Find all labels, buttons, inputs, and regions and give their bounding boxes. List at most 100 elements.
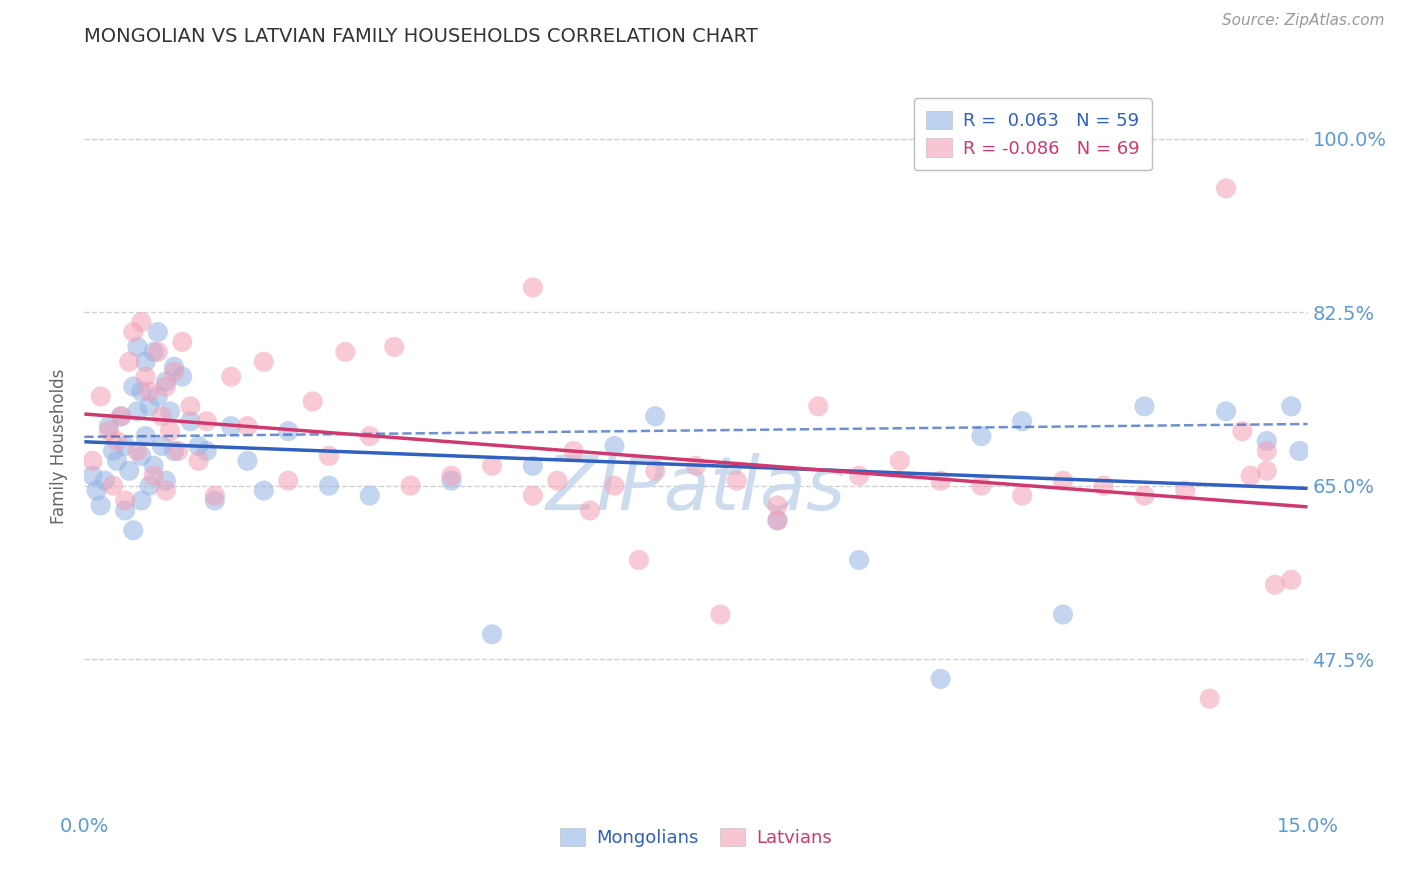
Point bbox=[159, 404, 181, 418]
Text: Source: ZipAtlas.com: Source: ZipAtlas.com bbox=[1222, 13, 1385, 29]
Point bbox=[807, 400, 830, 414]
Point bbox=[1052, 607, 1074, 622]
Point bbox=[93, 474, 117, 488]
Point bbox=[163, 444, 186, 458]
Point bbox=[86, 483, 108, 498]
Point bbox=[522, 280, 544, 294]
Point bbox=[110, 409, 132, 424]
Point bbox=[114, 503, 136, 517]
Y-axis label: Family Households: Family Households bbox=[51, 368, 69, 524]
Point bbox=[1256, 444, 1278, 458]
Point bbox=[889, 454, 911, 468]
Point bbox=[101, 478, 124, 492]
Point bbox=[127, 444, 149, 458]
Point bbox=[179, 414, 201, 428]
Point bbox=[118, 464, 141, 478]
Point bbox=[155, 379, 177, 393]
Point bbox=[1052, 474, 1074, 488]
Point bbox=[522, 458, 544, 473]
Point bbox=[167, 444, 190, 458]
Point bbox=[138, 478, 160, 492]
Point bbox=[685, 458, 707, 473]
Point bbox=[253, 355, 276, 369]
Point bbox=[359, 429, 381, 443]
Point bbox=[179, 400, 201, 414]
Point bbox=[131, 449, 153, 463]
Text: ZIPatlas: ZIPatlas bbox=[546, 453, 846, 524]
Point bbox=[481, 458, 503, 473]
Point bbox=[82, 468, 104, 483]
Point bbox=[1256, 464, 1278, 478]
Point bbox=[318, 478, 340, 492]
Point bbox=[359, 489, 381, 503]
Point bbox=[142, 458, 165, 473]
Point bbox=[382, 340, 405, 354]
Point bbox=[146, 389, 169, 403]
Point bbox=[204, 493, 226, 508]
Point bbox=[1133, 489, 1156, 503]
Point bbox=[277, 424, 299, 438]
Point bbox=[155, 474, 177, 488]
Point bbox=[219, 369, 242, 384]
Point bbox=[929, 474, 952, 488]
Point bbox=[1264, 578, 1286, 592]
Point bbox=[97, 424, 120, 438]
Point bbox=[236, 419, 259, 434]
Point bbox=[1092, 478, 1115, 492]
Point bbox=[131, 493, 153, 508]
Legend: Mongolians, Latvians: Mongolians, Latvians bbox=[553, 821, 839, 855]
Point bbox=[603, 439, 626, 453]
Point bbox=[187, 439, 209, 453]
Point bbox=[204, 489, 226, 503]
Point bbox=[481, 627, 503, 641]
Point bbox=[155, 375, 177, 389]
Point bbox=[105, 454, 128, 468]
Point bbox=[114, 493, 136, 508]
Point bbox=[1215, 404, 1237, 418]
Text: MONGOLIAN VS LATVIAN FAMILY HOUSEHOLDS CORRELATION CHART: MONGOLIAN VS LATVIAN FAMILY HOUSEHOLDS C… bbox=[84, 27, 758, 45]
Point bbox=[766, 499, 789, 513]
Point bbox=[146, 325, 169, 339]
Point bbox=[90, 499, 112, 513]
Point bbox=[1198, 691, 1220, 706]
Point bbox=[135, 369, 157, 384]
Point bbox=[122, 523, 145, 537]
Point bbox=[195, 414, 218, 428]
Point bbox=[335, 344, 357, 359]
Point bbox=[90, 389, 112, 403]
Point bbox=[562, 444, 585, 458]
Point bbox=[110, 409, 132, 424]
Point bbox=[163, 359, 186, 374]
Point bbox=[522, 489, 544, 503]
Point bbox=[627, 553, 650, 567]
Point bbox=[142, 344, 165, 359]
Point bbox=[1215, 181, 1237, 195]
Point bbox=[101, 444, 124, 458]
Point bbox=[1133, 400, 1156, 414]
Point bbox=[122, 379, 145, 393]
Point bbox=[236, 454, 259, 468]
Point bbox=[709, 607, 731, 622]
Point bbox=[1279, 400, 1302, 414]
Point bbox=[644, 409, 666, 424]
Point bbox=[253, 483, 276, 498]
Point bbox=[399, 478, 422, 492]
Point bbox=[118, 355, 141, 369]
Point bbox=[848, 553, 870, 567]
Point bbox=[131, 315, 153, 329]
Point bbox=[929, 672, 952, 686]
Point bbox=[172, 369, 194, 384]
Point bbox=[150, 439, 173, 453]
Point bbox=[159, 424, 181, 438]
Point bbox=[195, 444, 218, 458]
Point bbox=[127, 404, 149, 418]
Point bbox=[970, 429, 993, 443]
Point bbox=[219, 419, 242, 434]
Point bbox=[1174, 483, 1197, 498]
Point bbox=[172, 334, 194, 349]
Point bbox=[131, 384, 153, 399]
Point bbox=[82, 454, 104, 468]
Point bbox=[146, 344, 169, 359]
Point bbox=[1011, 489, 1033, 503]
Point bbox=[644, 464, 666, 478]
